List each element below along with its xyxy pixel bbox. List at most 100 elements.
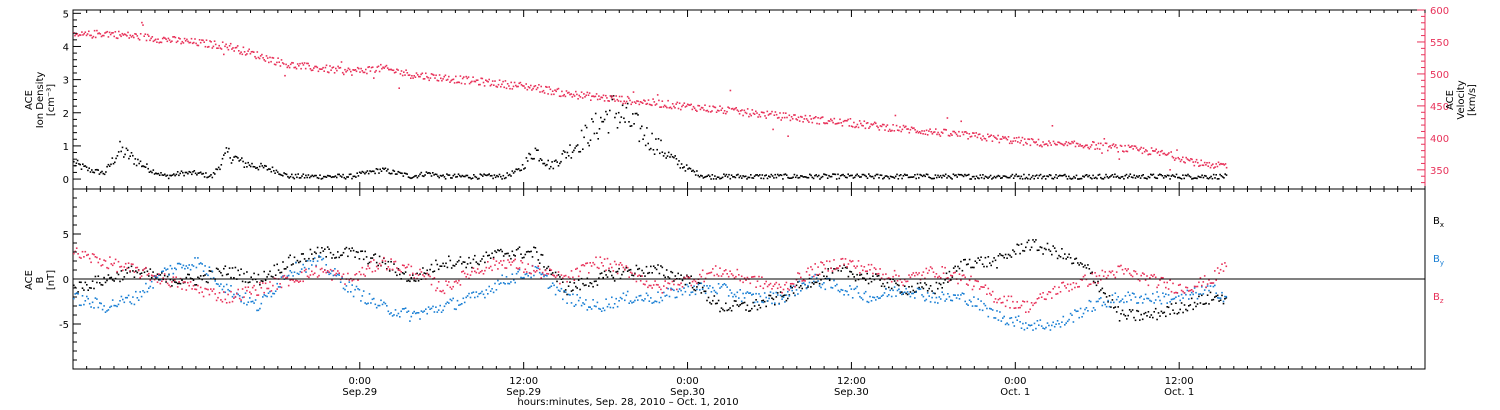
- velocity-point: [408, 74, 411, 76]
- density-point: [760, 177, 762, 180]
- density-point: [389, 172, 392, 175]
- b-bx-point: [596, 284, 599, 286]
- density-point: [153, 173, 156, 175]
- b-bx-point: [377, 264, 379, 267]
- velocity-point: [235, 46, 238, 49]
- density-point: [489, 175, 492, 177]
- b-by-point: [109, 306, 111, 309]
- velocity-point: [606, 97, 608, 99]
- b-bx-point: [325, 256, 327, 258]
- b-bx-point: [1038, 249, 1040, 251]
- velocity-point: [168, 39, 171, 41]
- b-bx-point: [465, 266, 467, 269]
- b-bz-point: [94, 256, 97, 258]
- b-by-point: [1046, 322, 1049, 324]
- b-by-point: [272, 292, 274, 295]
- b-bx-point: [991, 260, 994, 263]
- density-point: [308, 176, 311, 179]
- b-by-point: [1225, 295, 1228, 298]
- b-bz-point: [104, 260, 107, 262]
- density-point: [794, 176, 797, 179]
- b-by-point: [1053, 325, 1056, 328]
- velocity-point: [1038, 145, 1041, 147]
- b-bx-point: [419, 273, 421, 275]
- density-point: [1015, 173, 1017, 176]
- velocity-point: [970, 135, 973, 138]
- b-by-point: [1203, 289, 1206, 291]
- b-bz-point: [660, 288, 662, 291]
- b-bz-point: [818, 273, 821, 276]
- density-point: [1224, 173, 1226, 175]
- time-tick-label: 12:00: [1165, 376, 1194, 387]
- b-bz-point: [80, 257, 82, 259]
- b-by-point: [626, 290, 629, 293]
- b-bx-point: [837, 269, 840, 272]
- b-bz-point: [1166, 281, 1168, 284]
- b-by-point: [456, 299, 459, 302]
- velocity-point: [1128, 146, 1131, 148]
- b-bz-point: [110, 263, 113, 265]
- b-bx-point: [225, 273, 228, 276]
- b-bx-point: [566, 293, 568, 296]
- b-bz-point: [1064, 285, 1066, 287]
- b-bx-point: [688, 282, 691, 284]
- density-point: [856, 173, 858, 176]
- b-bx-point: [1061, 248, 1063, 250]
- b-by-point: [830, 286, 832, 289]
- velocity-point: [504, 80, 507, 82]
- velocity-point: [376, 66, 379, 68]
- velocity-point: [517, 85, 519, 88]
- b-bx-point: [208, 270, 211, 272]
- b-by-point: [406, 311, 408, 313]
- b-bx-point: [1048, 248, 1050, 251]
- velocity-point: [299, 62, 301, 65]
- b-bx-point: [228, 267, 231, 269]
- velocity-point: [1184, 161, 1186, 164]
- velocity-tick-label: 500: [1430, 70, 1449, 81]
- velocity-point: [610, 96, 613, 99]
- b-bz-point: [951, 275, 954, 277]
- b-by-point: [152, 287, 154, 289]
- b-bz-point: [1113, 274, 1115, 276]
- density-point: [621, 104, 624, 107]
- b-bx-point: [557, 274, 560, 276]
- density-point: [671, 156, 674, 158]
- velocity-point: [348, 68, 351, 71]
- b-by-point: [126, 296, 128, 299]
- velocity-point: [377, 65, 380, 68]
- density-point: [1082, 175, 1084, 177]
- density-point: [566, 151, 569, 154]
- b-bz-point: [212, 288, 215, 290]
- b-bx-point: [455, 263, 457, 265]
- b-bz-point: [410, 265, 413, 268]
- b-bx-point: [986, 265, 988, 268]
- b-bz-point: [440, 290, 443, 293]
- velocity-point: [1137, 149, 1139, 151]
- b-bz-point: [1107, 274, 1109, 277]
- density-point: [787, 176, 789, 179]
- density-point: [591, 118, 593, 120]
- velocity-point: [532, 87, 534, 90]
- b-bz-point: [833, 259, 835, 261]
- b-bx-point: [1091, 271, 1093, 274]
- b-by-point: [83, 303, 85, 306]
- b-by-point: [1072, 321, 1075, 323]
- velocity-point: [968, 133, 971, 135]
- velocity-point: [1177, 156, 1179, 159]
- density-point: [247, 161, 249, 164]
- b-bx-point: [274, 274, 277, 276]
- b-bx-point: [1133, 316, 1135, 319]
- density-point: [1203, 174, 1206, 177]
- b-bx-point: [694, 289, 697, 292]
- b-bz-point: [1084, 274, 1086, 277]
- b-bx-point: [657, 264, 659, 266]
- b-bz-point: [302, 280, 304, 283]
- b-by-point: [707, 287, 710, 290]
- density-point: [950, 177, 952, 179]
- b-by-point: [110, 305, 113, 308]
- velocity-point: [682, 104, 684, 106]
- velocity-point: [866, 122, 869, 124]
- b-bz-point: [1179, 283, 1181, 286]
- density-point: [969, 178, 971, 180]
- velocity-point: [247, 50, 249, 52]
